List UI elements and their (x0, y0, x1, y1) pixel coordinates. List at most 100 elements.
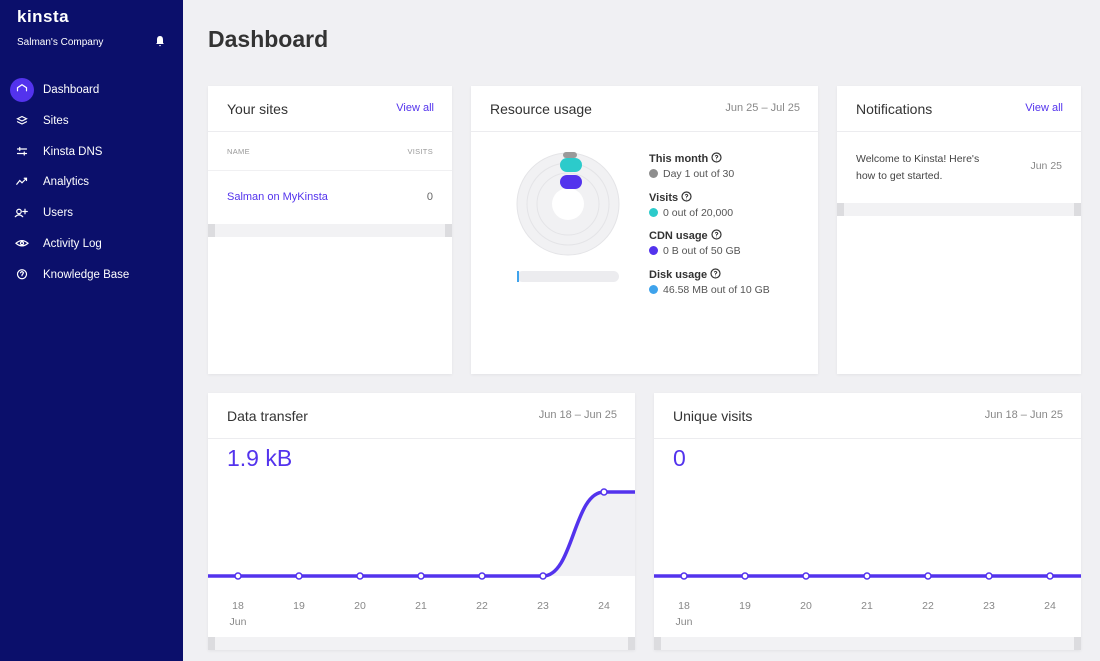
x-tick-label: 24 (598, 600, 610, 612)
nav-icon (16, 115, 28, 125)
data-point[interactable] (680, 572, 688, 580)
help-mark (714, 231, 719, 238)
nav-label[interactable]: Dashboard (43, 84, 100, 96)
nav-label[interactable]: Analytics (43, 176, 90, 189)
scrollbar[interactable] (208, 224, 452, 237)
card-header: Data transfer Jun 18 – Jun 25 (208, 393, 635, 439)
help-icon[interactable] (710, 267, 721, 279)
icon-shape (16, 146, 28, 156)
usage-label: This month (649, 152, 722, 165)
data-point[interactable] (417, 572, 425, 580)
help-circle (711, 229, 722, 240)
x-tick-label: 22 (476, 600, 488, 612)
legend-dot (649, 169, 658, 178)
nav-label[interactable]: Knowledge Base (43, 268, 130, 281)
x-tick-label: 18 (232, 600, 244, 612)
card-title: Unique visits (673, 408, 753, 424)
icon-shape (14, 208, 28, 218)
scrollbar[interactable] (837, 203, 1081, 216)
notification-date: Jun 25 (1030, 160, 1062, 172)
icon-shape (16, 84, 28, 92)
nav-icon (10, 78, 34, 102)
nav-item[interactable]: Dashboard (0, 75, 183, 105)
nav-icon (15, 240, 29, 247)
view-all-link[interactable]: View all (396, 102, 434, 114)
icon-shape (16, 268, 28, 280)
data-point[interactable] (741, 572, 749, 580)
nav-label[interactable]: Kinsta DNS (43, 145, 103, 158)
usage-label: Visits (649, 190, 692, 204)
nav-label[interactable]: Users (43, 207, 74, 220)
data-point[interactable] (356, 572, 364, 580)
nav-icon (14, 208, 28, 218)
company-name[interactable]: Salman's Company (17, 37, 104, 48)
x-tick-label: 19 (739, 600, 751, 612)
site-name[interactable]: Salman on MyKinsta (227, 191, 328, 203)
help-mark (684, 193, 689, 199)
x-tick-label: 18 (678, 600, 690, 612)
nav-item[interactable]: Activity Log (0, 229, 183, 259)
nav-item[interactable]: Kinsta DNS (0, 137, 183, 167)
nav-icon (16, 268, 28, 280)
usage-detail: 46.58 MB out of 10 GB (649, 284, 770, 296)
bell-icon[interactable] (154, 35, 166, 47)
data-point[interactable] (924, 572, 932, 580)
usage-detail-text: 46.58 MB out of 10 GB (663, 283, 770, 296)
usage-label: CDN usage (649, 229, 722, 242)
usage-detail-text: 0 out of 20,000 (663, 206, 734, 219)
line-chart: 18 19 20 21 22 23 24 Jun (208, 488, 635, 628)
x-tick-label: 21 (415, 600, 427, 612)
scrollbar[interactable] (208, 637, 635, 650)
data-point[interactable] (985, 572, 993, 580)
date-range: Jun 25 – Jul 25 (725, 102, 800, 114)
nav-label[interactable]: Activity Log (43, 238, 102, 250)
nav-label[interactable]: Sites (43, 114, 69, 127)
nav-item[interactable]: Analytics (0, 167, 183, 197)
card-header: Your sites View all (208, 86, 452, 132)
column-header: VISITS (407, 147, 433, 156)
help-icon[interactable] (711, 229, 722, 240)
active-indicator (10, 78, 34, 102)
site-visits: 0 (426, 191, 433, 203)
data-point[interactable] (295, 572, 303, 580)
x-tick-label: 23 (983, 600, 995, 612)
view-all-link[interactable]: View all (1025, 102, 1063, 114)
data-point[interactable] (539, 572, 547, 580)
x-tick-label: 23 (537, 600, 549, 612)
data-point[interactable] (802, 572, 810, 580)
icon-shape (15, 240, 29, 247)
data-point[interactable] (863, 572, 871, 580)
icon-shape (16, 178, 28, 186)
x-tick-label: 21 (861, 600, 873, 612)
usage-label-text: CDN usage (649, 230, 708, 242)
x-tick-label: 19 (293, 600, 305, 612)
nav-item[interactable]: Sites (0, 106, 183, 136)
nav-item[interactable]: Knowledge Base (0, 260, 183, 290)
nav-item[interactable]: Users (0, 198, 183, 228)
usage-label-text: Visits (649, 191, 679, 204)
area-fill (208, 492, 635, 576)
help-mark (713, 270, 718, 276)
help-icon[interactable] (711, 152, 722, 163)
total-value: 1.9 kB (227, 445, 293, 471)
card-title: Notifications (856, 101, 933, 117)
usage-label-text: Disk usage (649, 268, 708, 281)
data-point[interactable] (1046, 572, 1054, 580)
legend-dot (649, 207, 658, 217)
card-title: Resource usage (490, 101, 592, 117)
help-icon[interactable] (681, 190, 692, 202)
notifications-card: Notifications View all Welcome to Kinsta… (837, 86, 1081, 374)
brand-logo[interactable]: kinsta (17, 7, 70, 26)
scrollbar[interactable] (654, 637, 1081, 650)
usage-detail-text: 0 B out of 50 GB (663, 245, 741, 257)
site-row[interactable]: Salman on MyKinsta 0 (208, 170, 452, 224)
data-point[interactable] (478, 572, 486, 580)
line-chart: 18 19 20 21 22 23 24 Jun (654, 572, 1081, 628)
date-range: Jun 18 – Jun 25 (538, 409, 617, 421)
chart-card: Unique visits Jun 18 – Jun 25 0 18 19 20 21 22 2… (654, 393, 1081, 650)
data-point[interactable] (600, 488, 608, 496)
notification-text[interactable]: Welcome to Kinsta! Here's how to get sta… (856, 153, 980, 182)
help-circle (710, 267, 721, 279)
usage-label: Disk usage (649, 267, 721, 281)
data-point[interactable] (234, 572, 242, 580)
